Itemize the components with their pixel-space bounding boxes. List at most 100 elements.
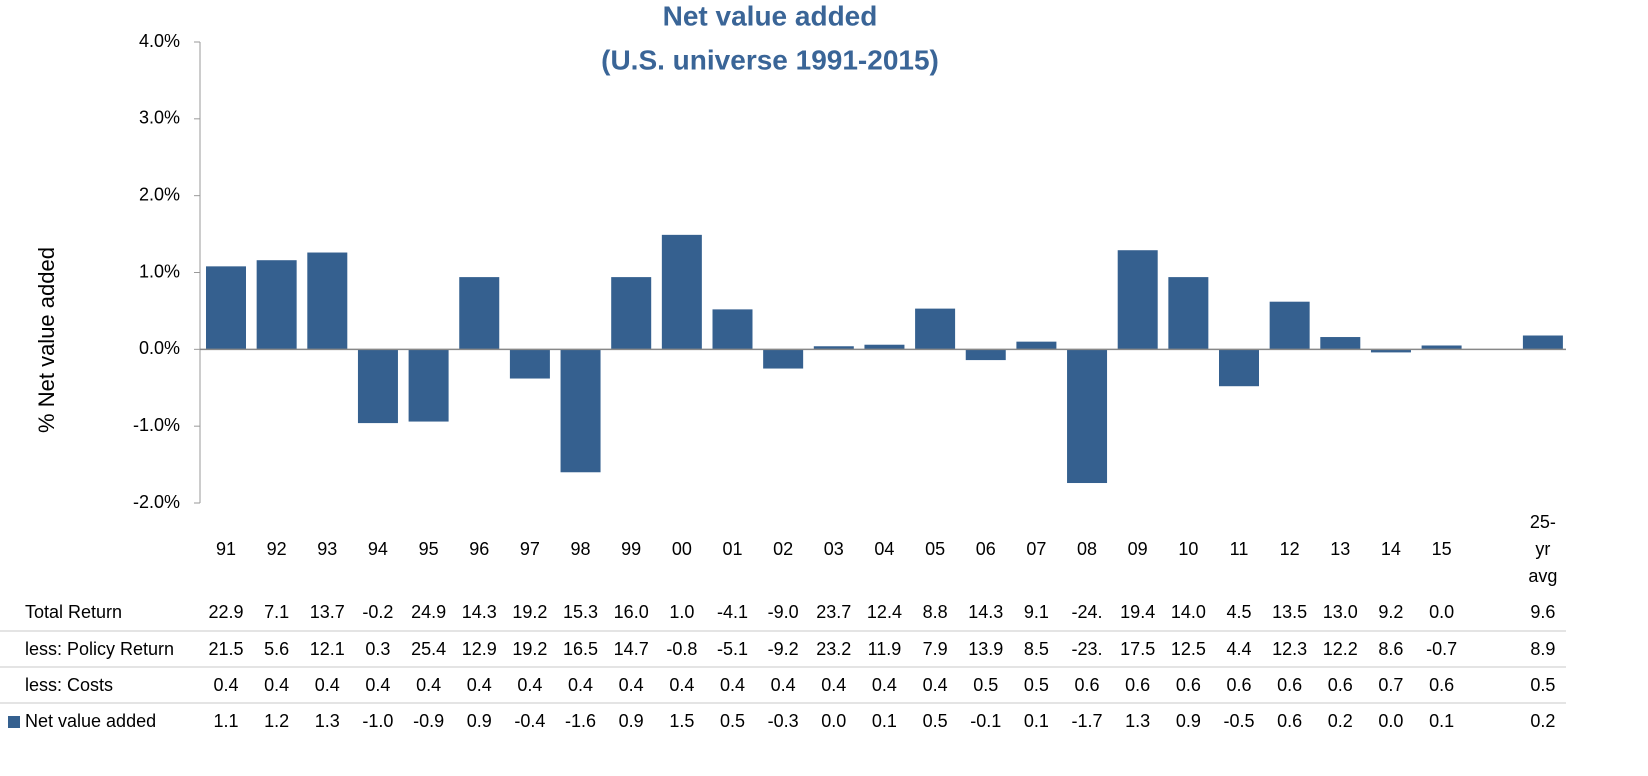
table-cell: 4.4 [1226, 639, 1251, 659]
bar [1370, 349, 1411, 353]
table-cell: -5.1 [717, 639, 748, 659]
chart-subtitle: (U.S. universe 1991-2015) [601, 44, 939, 75]
table-cell: -0.8 [666, 639, 697, 659]
x-tick-label: 99 [621, 539, 641, 559]
table-cell: 23.2 [816, 639, 851, 659]
table-cell: 8.6 [1378, 639, 1403, 659]
table-cell: 0.4 [467, 675, 492, 695]
table-cell: 0.4 [771, 675, 796, 695]
table-cell: 0.4 [213, 675, 238, 695]
table-cell: 0.6 [1277, 675, 1302, 695]
table-cell: 12.2 [1323, 639, 1358, 659]
table-cell: 12.9 [462, 639, 497, 659]
y-tick-label: 3.0% [139, 108, 180, 128]
bar [206, 266, 246, 350]
table-cell: 0.4 [821, 675, 846, 695]
table-cell: 0.9 [1176, 711, 1201, 731]
table-cell: 0.4 [416, 675, 441, 695]
bar [560, 349, 601, 473]
bar [1117, 250, 1158, 350]
table-cell: 14.0 [1171, 602, 1206, 622]
x-tick-label: 00 [672, 539, 692, 559]
table-cell: 12.3 [1272, 639, 1307, 659]
table-cell: -24. [1072, 602, 1103, 622]
bar [915, 308, 956, 350]
table-cell: 8.5 [1024, 639, 1049, 659]
table-cell: 0.4 [568, 675, 593, 695]
table-cell: -1.7 [1072, 711, 1103, 731]
x-tick-label: 25-yr avg [1528, 512, 1558, 586]
table-cell: 12.1 [310, 639, 345, 659]
table-cell: -9.0 [768, 602, 799, 622]
x-tick-label: 98 [571, 539, 591, 559]
x-tick-label: 01 [722, 539, 742, 559]
table-cell: 0.4 [923, 675, 948, 695]
table-cell: 4.5 [1226, 602, 1251, 622]
table-cell: 25.4 [411, 639, 446, 659]
table-cell: 19.4 [1120, 602, 1155, 622]
table-cell: -9.2 [768, 639, 799, 659]
table-cell: 1.2 [264, 711, 289, 731]
table-cell: -0.5 [1223, 711, 1254, 731]
table-cell: 1.0 [669, 602, 694, 622]
table-cell: 5.6 [264, 639, 289, 659]
x-tick-label: 94 [368, 539, 388, 559]
table-cell: 0.9 [619, 711, 644, 731]
x-tick-label: 06 [976, 539, 996, 559]
y-tick-label: -1.0% [133, 415, 180, 435]
x-tick-label: 96 [469, 539, 489, 559]
row-label: Total Return [25, 602, 122, 622]
y-tick-label: 4.0% [139, 31, 180, 51]
table-cell: 0.5 [1024, 675, 1049, 695]
table-cell: 13.5 [1272, 602, 1307, 622]
table-cell: -0.3 [768, 711, 799, 731]
table-cell: 23.7 [816, 602, 851, 622]
table-cell: 21.5 [208, 639, 243, 659]
table-cell: 0.4 [669, 675, 694, 695]
table-cell: 1.1 [213, 711, 238, 731]
table-cell: 0.6 [1075, 675, 1100, 695]
x-tick-label: 13 [1330, 539, 1350, 559]
table-cell: 0.0 [821, 711, 846, 731]
table-cell: 0.4 [619, 675, 644, 695]
table-cell: 0.5 [923, 711, 948, 731]
table-cell: 0.2 [1530, 711, 1555, 731]
table-cell: 1.3 [315, 711, 340, 731]
x-tick-label: 97 [520, 539, 540, 559]
table-cell: 0.5 [720, 711, 745, 731]
table-cell: 0.6 [1429, 675, 1454, 695]
bar [1269, 301, 1310, 350]
table-cell: 0.6 [1277, 711, 1302, 731]
table-cell: -0.4 [514, 711, 545, 731]
table-cell: 7.1 [264, 602, 289, 622]
bar [1320, 337, 1361, 350]
x-tick-label: 07 [1026, 539, 1046, 559]
bar [661, 234, 702, 350]
table-cell: 13.0 [1323, 602, 1358, 622]
x-tick-label: 14 [1381, 539, 1401, 559]
row-label: less: Policy Return [25, 639, 174, 659]
x-tick-label: 91 [216, 539, 236, 559]
table-cell: 12.5 [1171, 639, 1206, 659]
y-tick-label: 0.0% [139, 338, 180, 358]
x-tick-label: 93 [317, 539, 337, 559]
x-tick-label: 03 [824, 539, 844, 559]
table-cell: 0.6 [1328, 675, 1353, 695]
table-cell: 16.5 [563, 639, 598, 659]
table-cell: 0.0 [1378, 711, 1403, 731]
table-cell: -1.0 [362, 711, 393, 731]
table-cell: 0.5 [973, 675, 998, 695]
bar [357, 349, 398, 424]
table-cell: 15.3 [563, 602, 598, 622]
table-cell: 1.3 [1125, 711, 1150, 731]
table-cell: 0.1 [1024, 711, 1049, 731]
table-cell: 24.9 [411, 602, 446, 622]
table-cell: 16.0 [614, 602, 649, 622]
table-cell: 9.2 [1378, 602, 1403, 622]
x-tick-label: 08 [1077, 539, 1097, 559]
bar [1067, 349, 1108, 484]
table-cell: 13.9 [968, 639, 1003, 659]
table-cell: 0.6 [1226, 675, 1251, 695]
